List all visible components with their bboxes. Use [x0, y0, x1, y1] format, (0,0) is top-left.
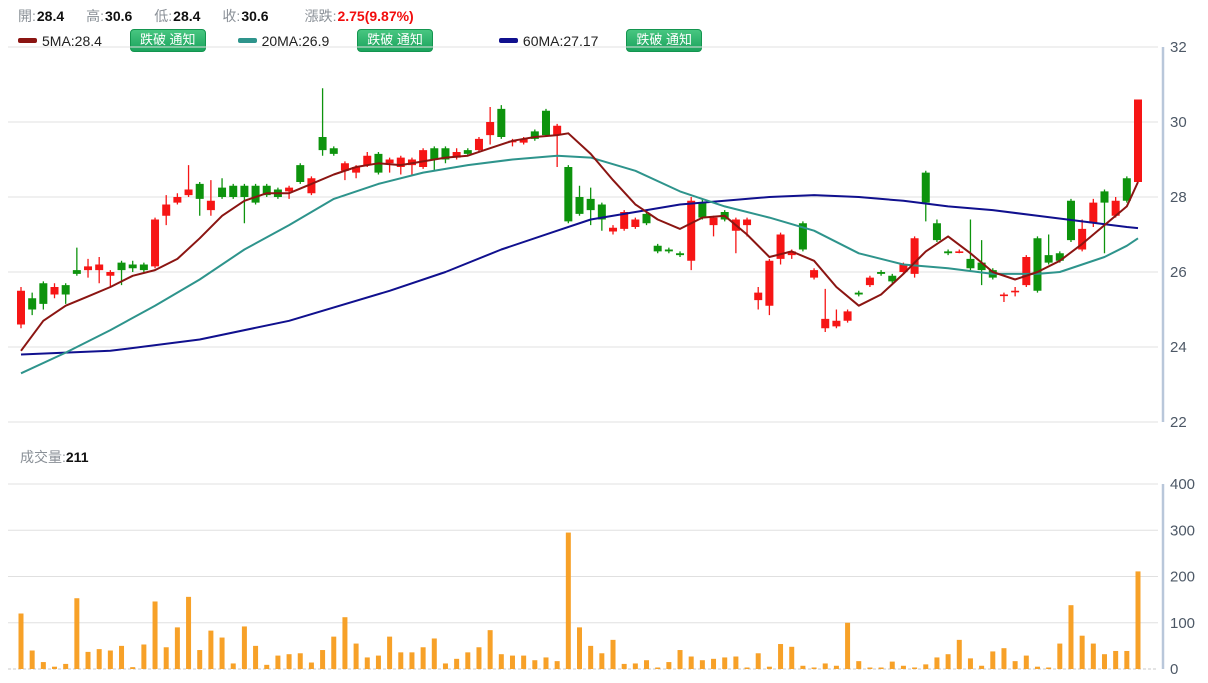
price-tick-label: 28: [1170, 189, 1187, 206]
volume-bars: [18, 532, 1141, 669]
ma5-line: [20, 132, 1139, 352]
low-quote: 低:28.4: [154, 8, 201, 24]
volume-tick-label: 200: [1170, 569, 1195, 586]
low-value: 28.4: [173, 8, 201, 24]
open-value: 28.4: [36, 8, 65, 24]
ma5-line-swatch: [18, 38, 37, 43]
volume-tick-label: 0: [1170, 661, 1178, 678]
open-quote: 開:28.4: [18, 8, 65, 24]
price-tick-label: 30: [1170, 114, 1187, 131]
volume-tick-label: 400: [1170, 476, 1195, 493]
ma5-legend: 5MA:28.4: [18, 33, 102, 49]
candles: [17, 88, 1142, 332]
ma60-line-swatch: [498, 38, 518, 43]
ma60-line: [20, 194, 1139, 356]
volume-title: 成交量:211: [20, 449, 89, 465]
price-grid: 32 30 28 26 24 22: [8, 39, 1187, 431]
price-tick-label: 26: [1170, 264, 1187, 281]
close-value: 30.6: [241, 8, 269, 24]
ma5-break-alert-button[interactable]: 跌破 通知: [129, 29, 206, 52]
ohlc-row: 開:28.4 高:30.6 低:28.4 收:30.6 漲跌:2.75(9.87…: [18, 6, 436, 26]
volume-tick-label: 300: [1170, 522, 1195, 539]
ma20-legend-label: 20MA:26.9: [261, 32, 330, 49]
ma20-break-alert-button[interactable]: 跌破 通知: [357, 29, 433, 52]
ma60-legend: 60MA:27.17: [498, 32, 599, 49]
change-value: 2.75(9.87%): [337, 8, 414, 24]
ma5-legend-label: 5MA:28.4: [42, 32, 102, 49]
volume-value: 211: [65, 449, 89, 465]
volume-tick-label: 100: [1170, 615, 1195, 632]
high-value: 30.6: [105, 8, 133, 24]
price-tick-label: 24: [1170, 339, 1187, 356]
change-quote: 漲跌:2.75(9.87%): [304, 8, 414, 24]
ma20-line: [20, 154, 1139, 375]
ma20-legend: 20MA:26.9: [237, 32, 330, 49]
ma20-line-swatch: [237, 38, 257, 43]
ma-legend-row: 5MA:28.4 跌破 通知 20MA:26.9 跌破 通知 60MA:27.1…: [18, 29, 734, 52]
ma60-break-alert-button[interactable]: 跌破 通知: [626, 29, 703, 52]
price-tick-label: 32: [1170, 39, 1187, 56]
price-tick-label: 22: [1170, 414, 1187, 431]
ma60-legend-label: 60MA:27.17: [522, 32, 599, 49]
close-quote: 收:30.6: [222, 8, 269, 24]
high-quote: 高:30.6: [86, 8, 133, 24]
